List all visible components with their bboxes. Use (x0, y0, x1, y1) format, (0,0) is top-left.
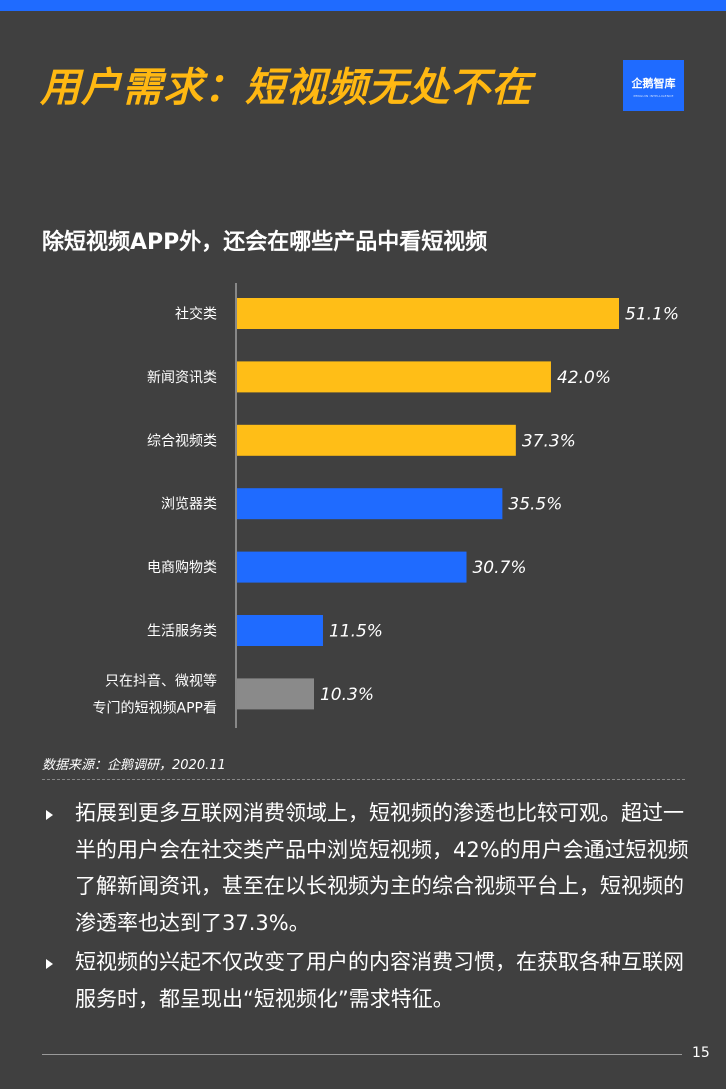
bar-4 (237, 488, 503, 520)
page-number: 15 (692, 1045, 710, 1061)
brand-logo: 企鹅智库 PENGUIN INTELLIGENCE (623, 60, 684, 111)
dashed-divider (42, 779, 685, 780)
bar-7 (237, 678, 314, 710)
data-source-note: 数据来源：企鹅调研，2020.11 (42, 758, 226, 773)
category-label: 新闻资讯类 (147, 370, 217, 386)
category-label: 综合视频类 (147, 433, 217, 449)
page-title: 用户需求：短视频无处不在 (40, 65, 532, 111)
bar-5 (237, 551, 467, 583)
bar-3 (237, 424, 516, 456)
bullet-text: 短视频的兴起不仅改变了用户的内容消费习惯，在获取各种互联网服务时，都呈现出“短视… (75, 950, 684, 1011)
category-label: 电商购物类 (147, 560, 217, 576)
triangle-bullet-icon (46, 810, 53, 820)
category-label: 只在抖音、微视等专门的短视频APP看 (93, 672, 217, 716)
bullet-item: 短视频的兴起不仅改变了用户的内容消费习惯，在获取各种互联网服务时，都呈现出“短视… (42, 944, 692, 1017)
chart-title: 除短视频APP外，还会在哪些产品中看短视频 (42, 230, 488, 255)
bar-value-label: 35.5% (508, 495, 562, 515)
footer-divider (42, 1054, 682, 1055)
logo-text: 企鹅智库 (631, 77, 676, 90)
category-label: 生活服务类 (147, 624, 217, 640)
bar-value-label: 51.1% (625, 305, 679, 325)
bar-1 (237, 298, 619, 329)
bullet-text: 拓展到更多互联网消费领域上，短视频的渗透也比较可观。超过一半的用户会在社交类产品… (75, 801, 689, 935)
triangle-bullet-icon (46, 959, 53, 969)
bar-2 (237, 361, 551, 393)
bar-value-label: 30.7% (472, 558, 526, 578)
bar-value-label: 10.3% (320, 685, 374, 705)
category-label: 浏览器类 (161, 497, 217, 513)
bullet-list: 拓展到更多互联网消费领域上，短视频的渗透也比较可观。超过一半的用户会在社交类产品… (42, 795, 692, 1020)
bar-value-label: 11.5% (329, 622, 383, 642)
logo-subtitle: PENGUIN INTELLIGENCE (633, 94, 674, 98)
bar-value-label: 37.3% (522, 431, 576, 451)
bar-chart: 51.1% 社交类 42.0% 新闻资讯类 37.3% 综合视频类 35.5% 浏览器类 30.… (93, 283, 679, 728)
category-label: 社交类 (175, 306, 217, 323)
bullet-item: 拓展到更多互联网消费领域上，短视频的渗透也比较可观。超过一半的用户会在社交类产品… (42, 795, 692, 941)
top-accent-bar (0, 0, 726, 11)
bar-6 (237, 615, 323, 646)
bar-value-label: 42.0% (557, 368, 611, 388)
